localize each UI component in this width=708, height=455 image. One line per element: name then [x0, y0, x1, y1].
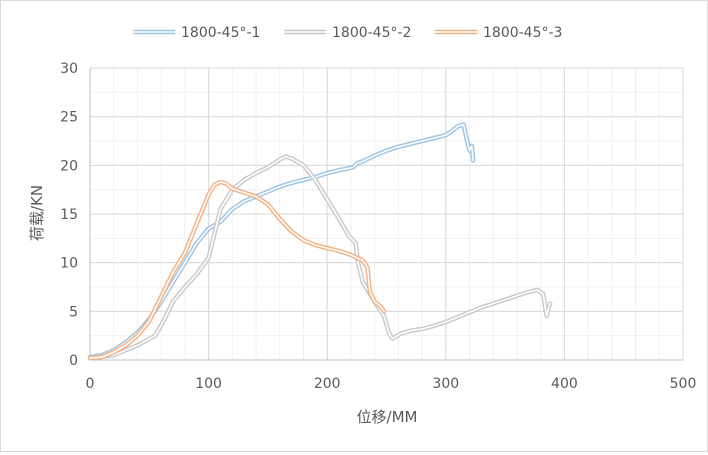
y-tick-label: 30 [60, 61, 78, 77]
x-tick-label: 300 [432, 376, 459, 392]
axes [89, 68, 683, 361]
y-axis-title: 荷载/KN [28, 185, 46, 241]
x-tick-labels: 0 100 200 300 400 500 [86, 376, 697, 392]
y-tick-label: 5 [69, 304, 78, 320]
series-line-inner [89, 181, 385, 359]
x-tick-label: 0 [86, 376, 95, 392]
x-tick-label: 100 [195, 376, 222, 392]
y-tick-label: 20 [60, 158, 78, 174]
x-tick-label: 200 [314, 376, 341, 392]
x-tick-label: 400 [551, 376, 578, 392]
y-tick-label: 25 [60, 110, 78, 126]
legend: 1800-45°-1 1800-45°-2 1800-45°-3 [133, 25, 562, 41]
major-gridlines [89, 67, 684, 361]
y-tick-labels: 0 5 10 15 20 25 30 [60, 61, 78, 369]
legend-label: 1800-45°-1 [181, 25, 260, 41]
x-axis-title: 位移/MM [357, 408, 418, 426]
series-line-inner [89, 155, 551, 359]
legend-label: 1800-45°-3 [483, 25, 562, 41]
series-lines [87, 122, 553, 361]
x-tick-label: 500 [670, 376, 697, 392]
y-tick-label: 0 [69, 353, 78, 369]
legend-label: 1800-45°-2 [332, 25, 411, 41]
y-tick-label: 10 [60, 256, 78, 272]
y-tick-label: 15 [60, 207, 78, 223]
